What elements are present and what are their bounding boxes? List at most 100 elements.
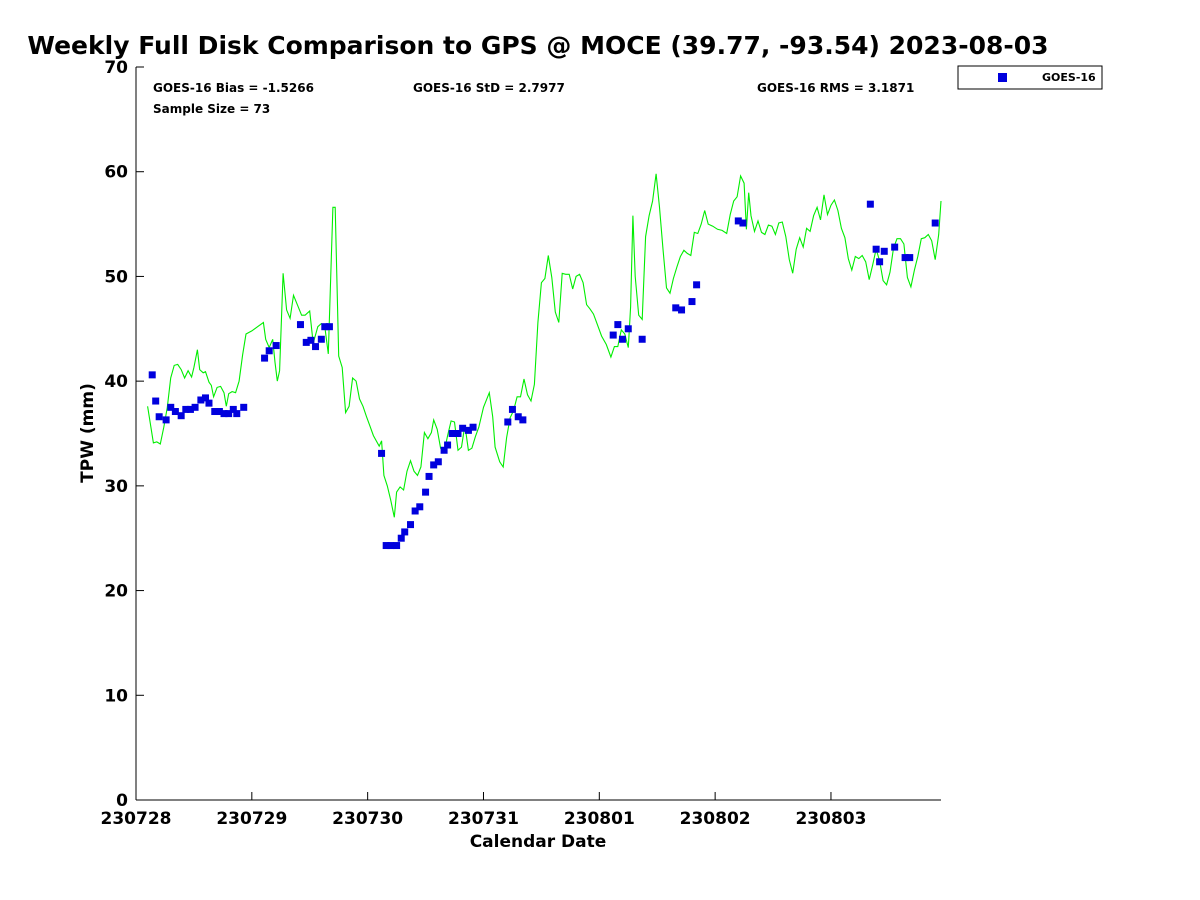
x-tick-label: 230729	[216, 809, 287, 829]
goes16-point	[434, 458, 442, 466]
x-tick-label: 230728	[101, 809, 172, 829]
x-tick-label: 230730	[332, 809, 403, 829]
goes16-point	[416, 503, 424, 511]
y-axis-label: TPW (mm)	[78, 383, 98, 483]
goes16-point	[678, 306, 686, 314]
goes16-point	[425, 472, 433, 480]
goes16-point	[272, 342, 280, 350]
goes16-point	[325, 323, 333, 331]
y-tick-label: 40	[104, 372, 128, 392]
x-tick-label: 230803	[795, 809, 866, 829]
y-tick-label: 10	[104, 686, 128, 706]
goes16-point	[225, 410, 233, 418]
x-axis: 230728 230729 230730 230731 230801 230802 2308…	[101, 792, 941, 829]
goes16-point	[609, 331, 617, 339]
goes16-point	[205, 399, 213, 407]
goes16-point	[448, 430, 456, 437]
goes16-point	[440, 446, 448, 454]
goes16-point	[233, 410, 241, 418]
goes16-point	[508, 405, 516, 413]
goes16-point	[167, 403, 175, 411]
goes16-point	[302, 338, 310, 346]
goes16-point	[872, 245, 880, 253]
goes16-point	[321, 323, 329, 331]
goes16-point	[240, 403, 248, 411]
goes16-point	[387, 542, 395, 550]
x-tick-label: 230801	[564, 809, 635, 829]
goes16-point	[211, 408, 219, 416]
goes16-point	[459, 424, 467, 432]
goes16-point	[186, 405, 194, 413]
goes16-point	[265, 347, 273, 355]
bias-stat: GOES-16 Bias = -1.5266	[153, 81, 314, 95]
goes16-point	[155, 413, 163, 421]
legend-label-goes16: GOES-16	[1042, 71, 1096, 84]
goes16-point	[876, 258, 884, 266]
goes16-point	[514, 413, 522, 421]
goes16-point	[407, 521, 415, 529]
goes16-point	[614, 321, 622, 329]
goes16-point	[504, 418, 512, 426]
goes16-point	[378, 449, 386, 457]
goes16-point	[693, 281, 701, 289]
y-tick-label: 60	[104, 163, 128, 183]
gps-line	[147, 173, 942, 518]
goes16-point	[464, 426, 472, 434]
goes16-point	[519, 416, 527, 424]
goes16-point	[444, 441, 452, 449]
goes16-point	[931, 219, 939, 227]
goes16-point	[307, 336, 315, 344]
goes16-point	[148, 371, 156, 379]
goes16-point	[229, 405, 237, 413]
goes16-point	[866, 200, 874, 208]
goes16-point	[152, 397, 160, 405]
goes16-point	[906, 254, 914, 262]
std-stat: GOES-16 StD = 2.7977	[413, 81, 565, 95]
goes16-point	[891, 243, 899, 251]
goes16-point	[312, 343, 320, 351]
goes16-point	[688, 298, 696, 306]
x-axis-label: Calendar Date	[470, 832, 607, 852]
goes16-point	[220, 410, 228, 418]
goes16-point	[261, 354, 269, 362]
goes16-point	[177, 412, 185, 420]
goes16-point	[469, 423, 477, 431]
goes16-point	[454, 430, 462, 437]
goes16-point	[618, 335, 626, 343]
legend-box	[957, 65, 1103, 90]
goes16-point	[901, 254, 909, 262]
y-tick-label: 30	[104, 477, 128, 497]
y-tick-label: 0	[116, 791, 128, 811]
x-tick-label: 230802	[680, 809, 751, 829]
goes16-point	[197, 396, 205, 404]
goes16-point	[182, 405, 190, 413]
y-tick-label: 50	[104, 267, 128, 287]
y-tick-label: 70	[104, 58, 128, 78]
goes16-point	[411, 507, 419, 515]
goes16-point	[382, 542, 390, 550]
goes16-point	[401, 528, 409, 536]
goes16-point	[171, 408, 179, 416]
rms-stat: GOES-16 RMS = 3.1871	[757, 81, 914, 95]
goes16-point	[422, 488, 430, 496]
goes16-point	[191, 403, 199, 411]
goes16-point	[317, 335, 325, 343]
y-tick-label: 20	[104, 582, 128, 602]
goes16-point	[638, 335, 646, 343]
goes16-point	[430, 461, 438, 469]
goes16-point	[624, 325, 632, 333]
legend-marker-goes16	[998, 73, 1007, 82]
goes16-point	[672, 304, 680, 312]
sample-size-stat: Sample Size = 73	[153, 102, 270, 116]
y-axis: 0 10 20 30 40 50 60 70	[104, 58, 144, 811]
goes16-point	[734, 217, 742, 225]
legend: GOES-16	[957, 65, 1103, 90]
goes16-point	[162, 416, 170, 424]
goes16-point	[880, 247, 888, 255]
goes16-point	[739, 219, 747, 227]
x-tick-label: 230731	[448, 809, 519, 829]
goes16-point	[397, 534, 405, 542]
goes16-point	[393, 542, 401, 550]
goes16-point	[201, 394, 209, 402]
